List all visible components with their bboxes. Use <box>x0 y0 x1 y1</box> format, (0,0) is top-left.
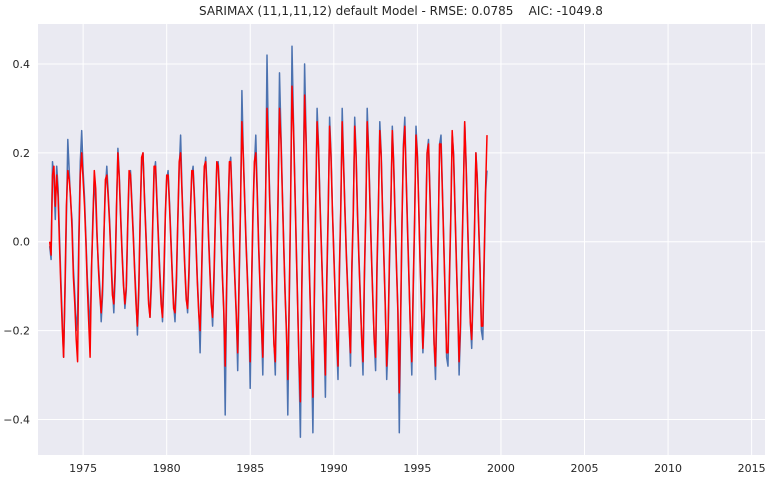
x-tick-label: 1985 <box>236 462 264 475</box>
x-tick-label: 1975 <box>69 462 97 475</box>
x-tick-label: 2015 <box>738 462 766 475</box>
x-axis-ticks: 1975 1980 1985 1990 1995 2000 2005 2010 2015 <box>69 462 766 475</box>
x-tick-label: 2005 <box>571 462 599 475</box>
x-tick-label: 1980 <box>153 462 181 475</box>
grid-lines <box>38 24 765 455</box>
predicted-series-line <box>48 85 488 403</box>
y-tick-label: −0.2 <box>3 325 30 338</box>
y-axis-ticks: −0.4 −0.2 0.0 0.2 0.4 <box>3 58 30 426</box>
y-tick-label: −0.4 <box>3 413 30 426</box>
x-tick-label: 2010 <box>654 462 682 475</box>
y-tick-label: 0.4 <box>13 58 31 71</box>
y-tick-label: 0.0 <box>13 236 31 249</box>
x-tick-label: 2000 <box>487 462 515 475</box>
series-layer <box>48 45 488 438</box>
x-tick-label: 1990 <box>320 462 348 475</box>
chart-title: SARIMAX (11,1,11,12) default Model - RMS… <box>199 4 603 18</box>
x-tick-label: 1995 <box>403 462 431 475</box>
y-tick-label: 0.2 <box>13 147 31 160</box>
